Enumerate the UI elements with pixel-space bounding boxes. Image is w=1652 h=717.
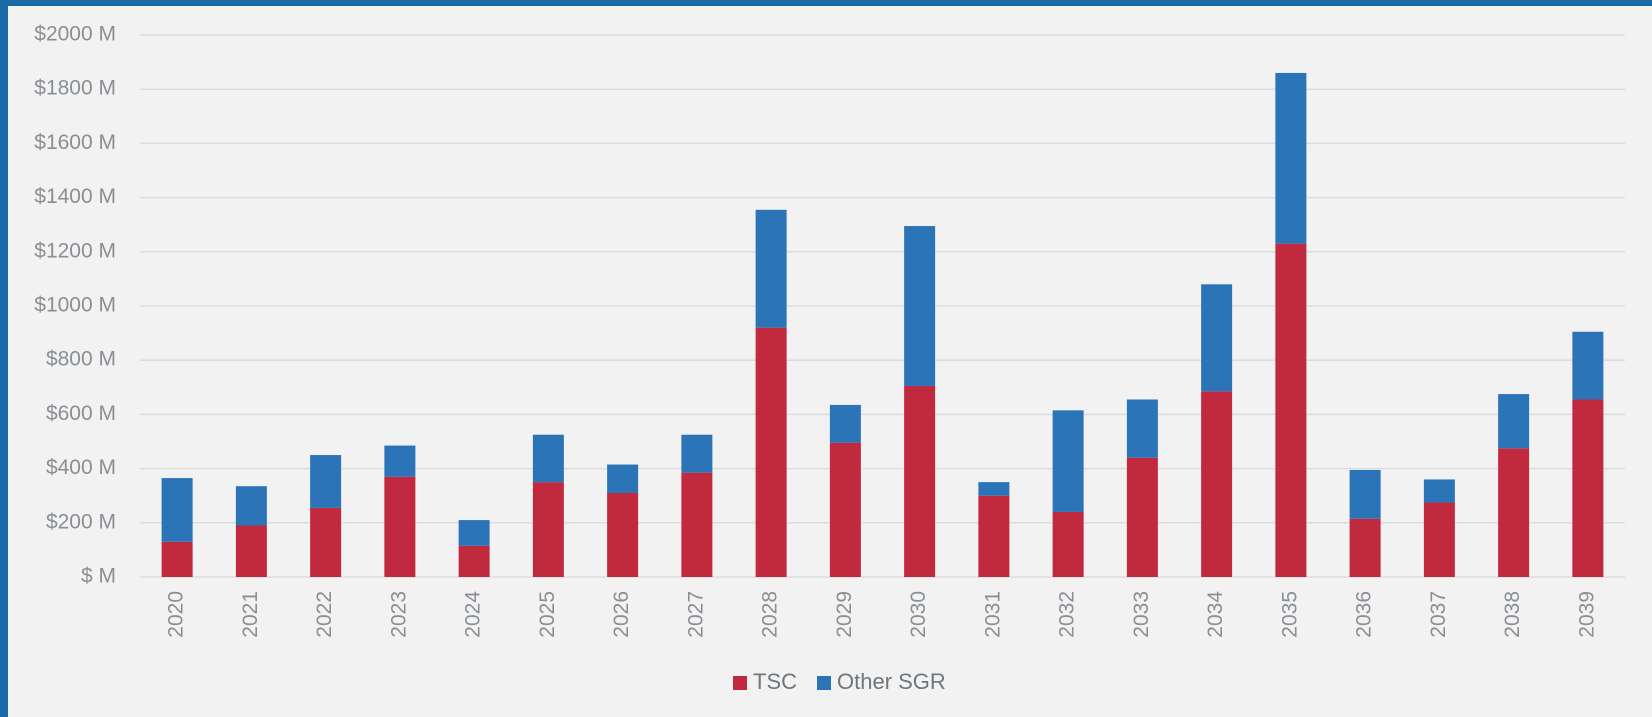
y-tick-label: $600 M <box>46 402 116 425</box>
x-tick-label: 2033 <box>1130 591 1153 638</box>
bar-segment <box>161 478 193 542</box>
x-tick-label: 2034 <box>1204 591 1227 638</box>
bar-segment <box>235 525 267 577</box>
bar-segment <box>1349 518 1381 577</box>
bar-segment <box>235 486 267 526</box>
bar-segment <box>384 445 416 477</box>
x-tick-label: 2029 <box>833 591 856 638</box>
bar-segment <box>1052 410 1084 512</box>
bar-segment <box>829 442 861 577</box>
x-tick-label: 2032 <box>1056 591 1079 638</box>
bar-segment <box>458 520 490 546</box>
bar-segment <box>1201 391 1233 577</box>
y-tick-label: $1000 M <box>34 294 116 317</box>
bar-segment <box>1572 331 1604 400</box>
x-tick-label: 2027 <box>684 591 707 638</box>
bar-segment <box>978 482 1010 496</box>
x-tick-label: 2035 <box>1278 591 1301 638</box>
y-tick-label: $2000 M <box>34 23 116 46</box>
x-tick-label: 2025 <box>536 591 559 638</box>
bar-segment <box>681 472 713 577</box>
bar-segment <box>1052 511 1084 577</box>
x-tick-label: 2038 <box>1501 591 1524 638</box>
x-tick-label: 2023 <box>387 591 410 638</box>
bar-segment <box>1349 469 1381 519</box>
bar-segment <box>458 545 490 577</box>
legend-swatch <box>817 676 831 690</box>
legend-label: TSC <box>753 669 797 694</box>
y-tick-label: $1600 M <box>34 131 116 154</box>
bar-segment <box>1572 399 1604 577</box>
bar-segment <box>607 464 639 493</box>
bar-segment <box>681 434 713 473</box>
bar-segment <box>1201 284 1233 392</box>
x-tick-label: 2024 <box>462 591 485 638</box>
bar-segment <box>1126 399 1158 458</box>
bar-segment <box>904 226 936 386</box>
x-tick-label: 2026 <box>610 591 633 638</box>
bar-segment <box>607 492 639 577</box>
bar-segment <box>1275 243 1307 578</box>
y-tick-label: $400 M <box>46 456 116 479</box>
x-tick-label: 2039 <box>1575 591 1598 638</box>
bar-segment <box>310 507 342 577</box>
bar-segment <box>1423 479 1455 503</box>
y-tick-label: $1400 M <box>34 185 116 208</box>
legend-swatch <box>733 676 747 690</box>
bar-segment <box>904 385 936 577</box>
bar-segment <box>384 476 416 577</box>
x-tick-label: 2036 <box>1353 591 1376 638</box>
bar-segment <box>978 495 1010 577</box>
x-tick-label: 2030 <box>907 591 930 638</box>
x-tick-label: 2021 <box>239 591 262 638</box>
bar-segment <box>1423 502 1455 577</box>
x-tick-label: 2031 <box>981 591 1004 638</box>
panel <box>8 6 1652 717</box>
bar-segment <box>1498 448 1530 577</box>
bar-segment <box>532 434 564 483</box>
bar-segment <box>1498 394 1530 449</box>
bar-segment <box>755 327 787 577</box>
bar-segment <box>1126 457 1158 577</box>
x-tick-label: 2022 <box>313 591 336 638</box>
bar-segment <box>310 455 342 508</box>
y-tick-label: $200 M <box>46 510 116 533</box>
y-tick-label: $800 M <box>46 348 116 371</box>
bar-segment <box>829 404 861 443</box>
y-tick-label: $1200 M <box>34 239 116 262</box>
bar-segment <box>1275 72 1307 244</box>
legend-label: Other SGR <box>837 669 946 694</box>
y-tick-label: $ M <box>81 565 116 588</box>
y-tick-label: $1800 M <box>34 77 116 100</box>
bar-segment <box>755 209 787 328</box>
bar-segment <box>532 482 564 577</box>
x-tick-label: 2037 <box>1427 591 1450 638</box>
x-tick-label: 2020 <box>165 591 188 638</box>
x-tick-label: 2028 <box>759 591 782 638</box>
bar-segment <box>161 541 193 577</box>
